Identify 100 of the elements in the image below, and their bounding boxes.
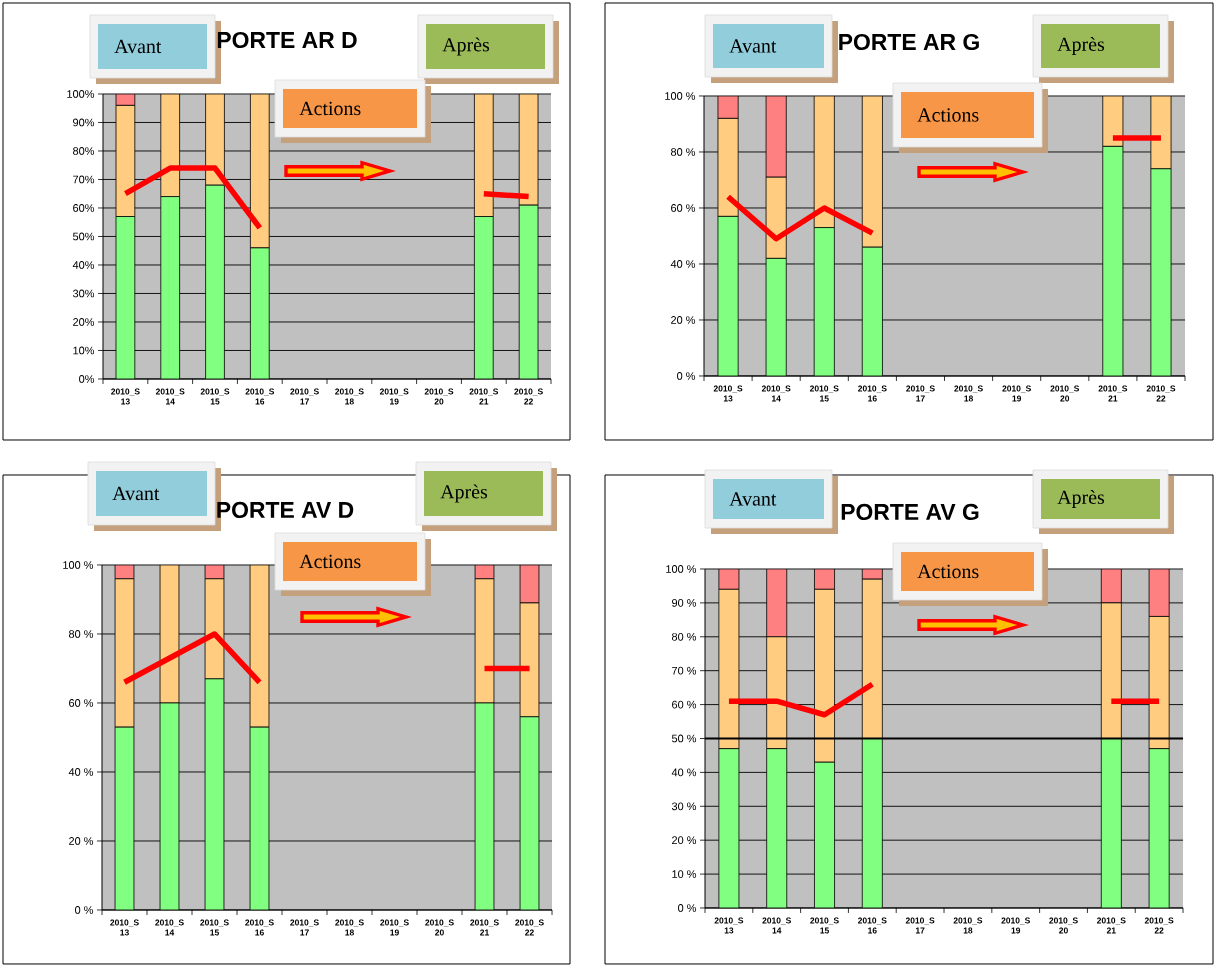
x-tick-label: 2010_S 21 [470, 919, 499, 936]
y-tick-label: 100 % [665, 92, 696, 100]
y-tick-label: 50 % [671, 734, 697, 743]
y-tick-label: 40% [72, 261, 95, 269]
bar [115, 216, 136, 379]
x-tick-label: 2010_S 18 [335, 919, 364, 936]
chart-title: PORTE AV D [217, 501, 354, 519]
x-tick-label: 2010_S 13 [714, 917, 744, 934]
x-tick-label: 2010_S 13 [111, 388, 140, 405]
y-tick-label: 70 % [672, 666, 697, 675]
y-tick-label: 20% [73, 318, 95, 326]
y-tick-label: 0 % [677, 372, 696, 380]
y-tick-label: 90% [73, 118, 95, 127]
y-tick-label: 0% [79, 375, 95, 383]
x-tick-label: 2010_S 22 [515, 919, 544, 936]
text: Avant [114, 39, 162, 54]
y-tick-label: 10 % [672, 870, 697, 878]
x-tick-label: 2010_S 18 [953, 917, 983, 934]
bar [474, 93, 494, 217]
x-tick-label: 2010_S 20 [425, 919, 454, 936]
text: Après [1057, 36, 1105, 56]
y-tick-label: 60 % [672, 700, 697, 709]
text: Avant [112, 486, 160, 501]
annotation: Actions [917, 564, 979, 579]
y-tick-label: 30 % [671, 802, 697, 811]
x-tick-label: 2010_S 17 [290, 388, 319, 405]
x-tick-label: 2010_S 16 [245, 388, 275, 405]
text: Avant [729, 492, 777, 506]
x-tick-label: 2010_S 17 [906, 385, 935, 402]
y-tick-label: 20 % [69, 837, 94, 845]
x-tick-label: 2010_S 16 [858, 917, 887, 934]
y-tick-label: 0 % [75, 906, 94, 914]
x-tick-label: 2010_S 17 [905, 917, 935, 934]
y-tick-label: 40 % [68, 768, 94, 776]
y-tick-label: 40 % [671, 768, 697, 777]
y-tick-label: 10% [73, 346, 95, 355]
y-tick-label: 0 % [678, 904, 697, 912]
y-tick-label: 20 % [672, 836, 697, 845]
x-tick-label: 2010_S 22 [514, 388, 543, 405]
bar [717, 215, 739, 376]
chart-title: PORTE AV G [841, 503, 979, 521]
annotation: Actions [299, 101, 361, 116]
y-tick-label: 60% [73, 204, 95, 212]
x-tick-label: 2010_S 19 [1001, 917, 1030, 934]
bar [250, 93, 270, 249]
text: Après [440, 484, 488, 503]
x-tick-label: 2010_S 13 [110, 919, 139, 936]
x-tick-label: 2010_S 18 [954, 385, 983, 402]
text: Après [1057, 489, 1105, 509]
y-tick-label: 50% [72, 232, 95, 241]
x-tick-label: 2010_S 22 [1144, 917, 1174, 934]
bar [765, 257, 787, 376]
y-tick-label: 80 % [671, 632, 697, 641]
y-tick-label: 30% [72, 289, 95, 298]
x-tick-label: 2010_S 17 [290, 919, 319, 936]
text: Après [442, 37, 490, 56]
y-tick-label: 100 % [63, 561, 94, 569]
x-tick-label: 2010_S 19 [380, 919, 409, 936]
chart-title: PORTE AR G [839, 33, 979, 51]
y-tick-label: 70% [73, 175, 95, 184]
x-tick-label: 2010_S 19 [1002, 385, 1031, 402]
bar [1148, 568, 1170, 617]
x-tick-label: 2010_S 14 [155, 388, 185, 405]
y-tick-label: 100% [67, 90, 95, 98]
annotation: Actions [917, 108, 979, 122]
x-tick-label: 2010_S 21 [1098, 385, 1128, 402]
bar [474, 216, 494, 379]
x-tick-label: 2010_S 15 [200, 919, 229, 936]
x-tick-label: 2010_S 18 [335, 388, 364, 405]
x-tick-label: 2010_S 21 [469, 388, 499, 405]
bar [1102, 145, 1124, 376]
y-tick-label: 60 % [69, 699, 94, 707]
y-tick-label: 20 % [671, 316, 696, 324]
x-tick-label: 2010_S 14 [762, 917, 791, 934]
y-tick-label: 80 % [68, 630, 94, 638]
x-tick-label: 2010_S 14 [155, 919, 184, 936]
x-tick-label: 2010_S 16 [245, 919, 274, 936]
text: Avant [729, 39, 777, 53]
y-tick-label: 60 % [671, 204, 696, 212]
annotation: Actions [299, 554, 361, 569]
y-tick-label: 80% [73, 147, 95, 155]
chart-title: PORTE AR D [217, 31, 357, 49]
y-tick-label: 80 % [670, 148, 696, 156]
x-tick-label: 2010_S 21 [1097, 917, 1126, 934]
x-tick-label: 2010_S 13 [713, 385, 743, 402]
bar [205, 184, 225, 379]
x-tick-label: 2010_S 15 [200, 388, 230, 405]
x-tick-label: 2010_S 15 [810, 917, 839, 934]
x-tick-label: 2010_S 22 [1146, 385, 1176, 402]
x-tick-label: 2010_S 20 [1049, 917, 1078, 934]
bar [861, 246, 883, 376]
x-tick-label: 2010_S 20 [424, 388, 454, 405]
x-tick-label: 2010_S 15 [809, 385, 839, 402]
bar [204, 678, 225, 910]
y-tick-label: 90 % [672, 599, 697, 607]
bar [160, 196, 181, 379]
x-tick-label: 2010_S 19 [379, 388, 409, 405]
y-tick-label: 100 % [666, 565, 697, 573]
bar [250, 247, 270, 379]
x-tick-label: 2010_S 20 [1050, 385, 1080, 402]
